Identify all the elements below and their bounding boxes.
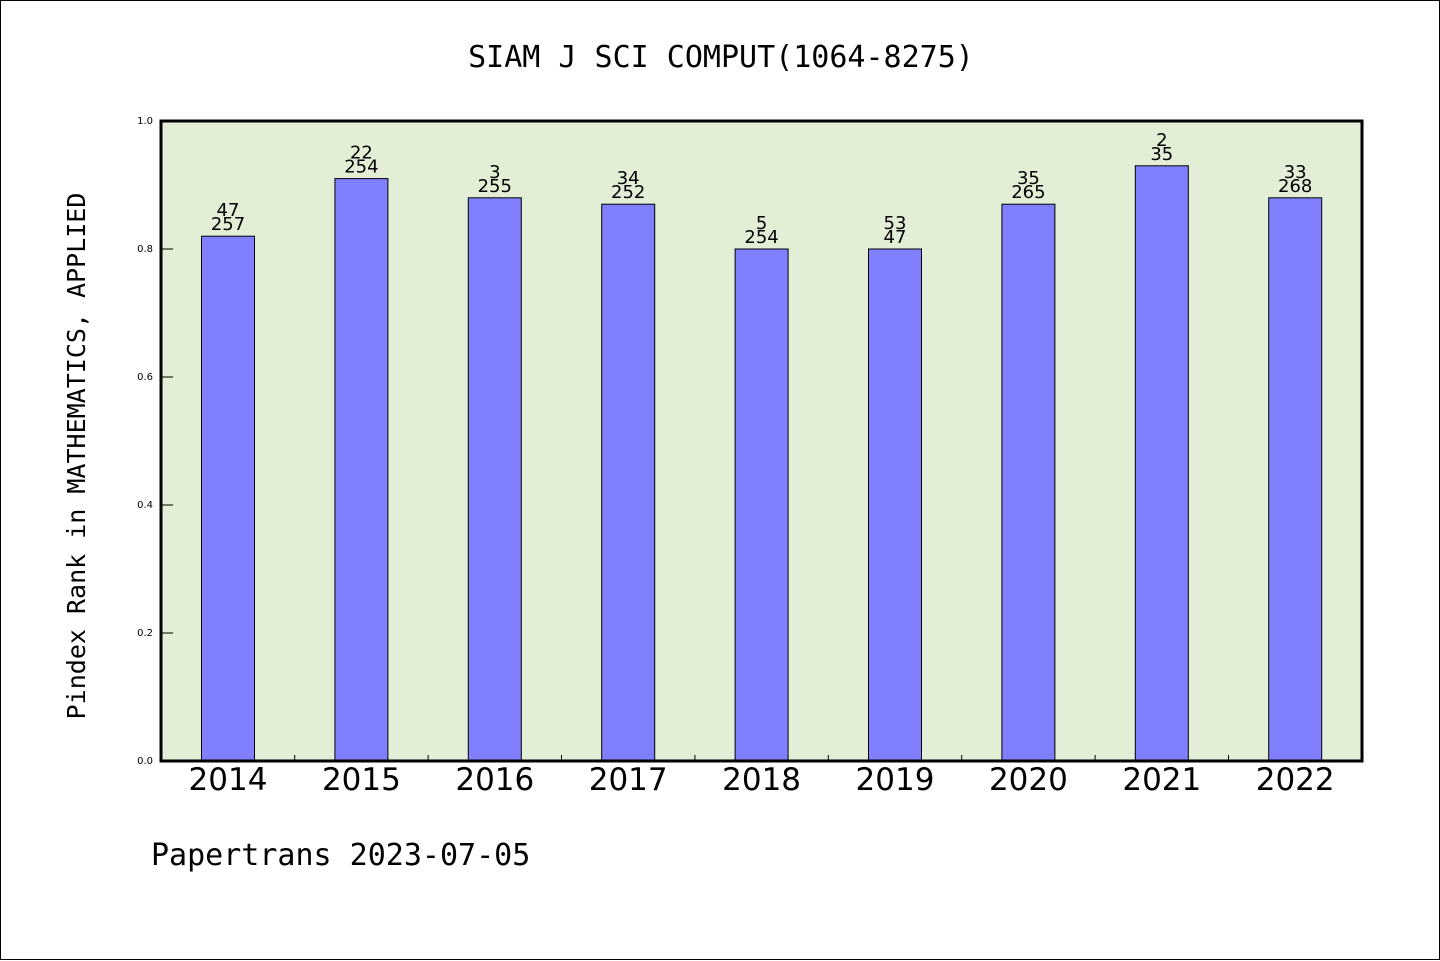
bar-label-top: 47 [217, 200, 240, 221]
bar-2022 [1268, 197, 1323, 762]
y-axis-label: Pindex Rank in MATHEMATICS, APPLIED [62, 193, 91, 720]
y-tick-label: 1.0 [137, 116, 153, 127]
bar-label-top: 2 [1156, 130, 1167, 151]
bar-2018 [734, 248, 789, 762]
y-tick-label: 0.6 [137, 372, 153, 383]
x-tick-label: 2018 [722, 762, 801, 798]
axis-ticks: 0.0 0.2 0.4 0.6 0.8 1.0 2014 2015 2016 2017 2018 20… [137, 116, 1335, 798]
bar-label-bottom: 268 [1278, 176, 1312, 197]
x-tick-label: 2015 [322, 762, 401, 798]
chart-title: SIAM J SCI COMPUT(1064-8275) [468, 40, 974, 75]
x-tick-label: 2016 [455, 762, 534, 798]
bar-label-top: 5 [756, 213, 767, 234]
bar-2016 [467, 197, 522, 762]
bar-2017 [601, 203, 656, 762]
x-tick-label: 2021 [1122, 762, 1201, 798]
bar-label-top: 34 [617, 168, 640, 189]
y-tick-label: 0.8 [137, 244, 153, 255]
bar-label-bottom: 257 [211, 214, 245, 235]
bar-2021 [1134, 165, 1189, 762]
bar-label-top: 22 [350, 143, 373, 164]
bar-label-bottom: 47 [884, 227, 907, 248]
bar-2020 [1001, 203, 1056, 762]
x-tick-label: 2020 [989, 762, 1068, 798]
x-tick-label: 2022 [1256, 762, 1335, 798]
bar-2014 [201, 235, 255, 762]
bar-label-top: 3 [489, 162, 500, 183]
bar-label-top: 33 [1284, 162, 1307, 183]
y-tick-label: 0.0 [137, 756, 153, 767]
y-tick-label: 0.2 [137, 628, 153, 639]
x-tick-label: 2014 [189, 762, 268, 798]
bar-2019 [868, 248, 922, 762]
bar-label-bottom: 252 [611, 182, 645, 203]
bar-label-bottom: 255 [478, 176, 512, 197]
bar-label-top: 53 [884, 213, 907, 234]
y-tick-label: 0.4 [137, 500, 153, 511]
bar-2015 [334, 178, 389, 762]
x-tick-label: 2017 [589, 762, 668, 798]
footer-text: Papertrans 2023-07-05 [151, 838, 530, 873]
bar-label-bottom: 265 [1011, 182, 1045, 203]
bar-label-bottom: 254 [344, 157, 378, 178]
x-tick-label: 2019 [856, 762, 935, 798]
plot-frame [159, 119, 1364, 763]
bar-label-top: 35 [1017, 168, 1040, 189]
bar-label-bottom: 254 [744, 227, 778, 248]
bar-label-bottom: 35 [1150, 144, 1173, 165]
